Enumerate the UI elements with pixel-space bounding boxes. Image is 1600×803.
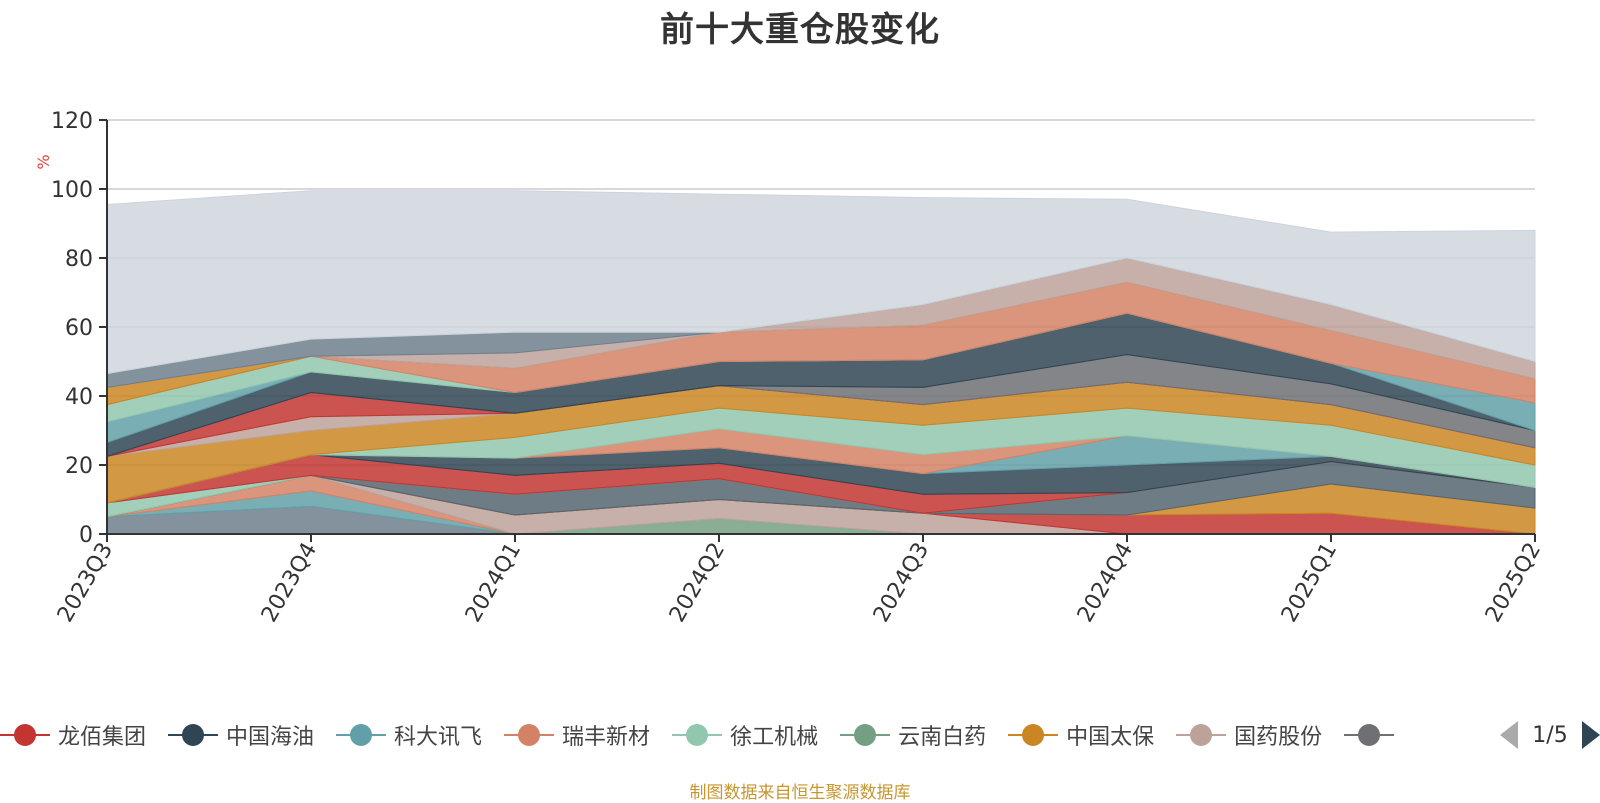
x-tick-label: 2025Q1 — [1277, 539, 1342, 627]
legend-item[interactable]: 瑞丰新材 — [504, 719, 650, 751]
legend-marker-icon — [1176, 723, 1227, 747]
legend-page-indicator: 1/5 — [1532, 722, 1568, 748]
legend-label: 国药股份 — [1234, 725, 1323, 750]
legend-item[interactable] — [1344, 723, 1402, 747]
legend-marker-icon — [1008, 723, 1059, 747]
y-tick-label: 20 — [65, 454, 93, 479]
legend-label: 瑞丰新材 — [562, 725, 651, 750]
y-tick-label: 80 — [65, 247, 93, 272]
area-chart: 0 20 40 60 80 100 120% 2023Q3 2023Q4 2024Q1 2024Q2… — [34, 109, 1546, 627]
y-tick-label: 120 — [51, 109, 93, 134]
y-tick-label: 100 — [51, 178, 93, 203]
legend-marker-icon — [1344, 723, 1395, 747]
legend-marker-icon — [336, 723, 387, 747]
area-series-27[interactable] — [106, 190, 1536, 375]
x-tick-label: 2024Q3 — [869, 539, 934, 627]
legend-prev-arrow-icon[interactable] — [1500, 721, 1518, 749]
legend-item[interactable]: 中国太保 — [1008, 719, 1154, 751]
area-series — [106, 190, 1536, 535]
y-tick-label: 0 — [79, 523, 93, 548]
y-tick-label: 40 — [65, 385, 93, 410]
legend-item[interactable]: 徐工机械 — [672, 719, 818, 751]
x-tick-label: 2024Q1 — [461, 539, 526, 627]
x-tick-label: 2025Q2 — [1481, 539, 1546, 627]
chart-title: 前十大重仓股变化 — [660, 10, 940, 50]
x-tick-label: 2023Q3 — [53, 539, 118, 627]
x-tick-label: 2024Q4 — [1073, 539, 1138, 627]
legend-label: 科大讯飞 — [394, 725, 483, 750]
legend-label: 中国太保 — [1066, 725, 1155, 750]
legend-item[interactable]: 科大讯飞 — [336, 719, 482, 751]
legend-label: 徐工机械 — [730, 725, 819, 750]
y-tick-label: 60 — [65, 316, 93, 341]
legend-marker-icon — [0, 723, 50, 747]
legend-item[interactable]: 中国海油 — [168, 719, 314, 751]
x-tick-label: 2023Q4 — [257, 539, 322, 627]
source-note: 制图数据来自恒生聚源数据库 — [689, 783, 911, 803]
legend-pager: 1/5 — [1500, 715, 1600, 755]
legend-next-arrow-icon[interactable] — [1582, 721, 1600, 749]
legend-label: 中国海油 — [226, 725, 315, 750]
legend: 龙佰集团 中国海油 科大讯飞 瑞丰新材 徐工机械 云南白药 中国太保 国药股份 — [0, 715, 1500, 755]
legend-label: 龙佰集团 — [58, 725, 147, 750]
x-tick-label: 2024Q2 — [665, 539, 730, 627]
legend-label: 云南白药 — [898, 725, 987, 750]
legend-marker-icon — [504, 723, 555, 747]
legend-marker-icon — [672, 723, 723, 747]
legend-item[interactable]: 龙佰集团 — [0, 719, 146, 751]
legend-item[interactable]: 国药股份 — [1176, 719, 1322, 751]
y-axis-label: % — [34, 154, 53, 169]
legend-marker-icon — [168, 723, 219, 747]
legend-item[interactable]: 云南白药 — [840, 719, 986, 751]
legend-marker-icon — [840, 723, 891, 747]
